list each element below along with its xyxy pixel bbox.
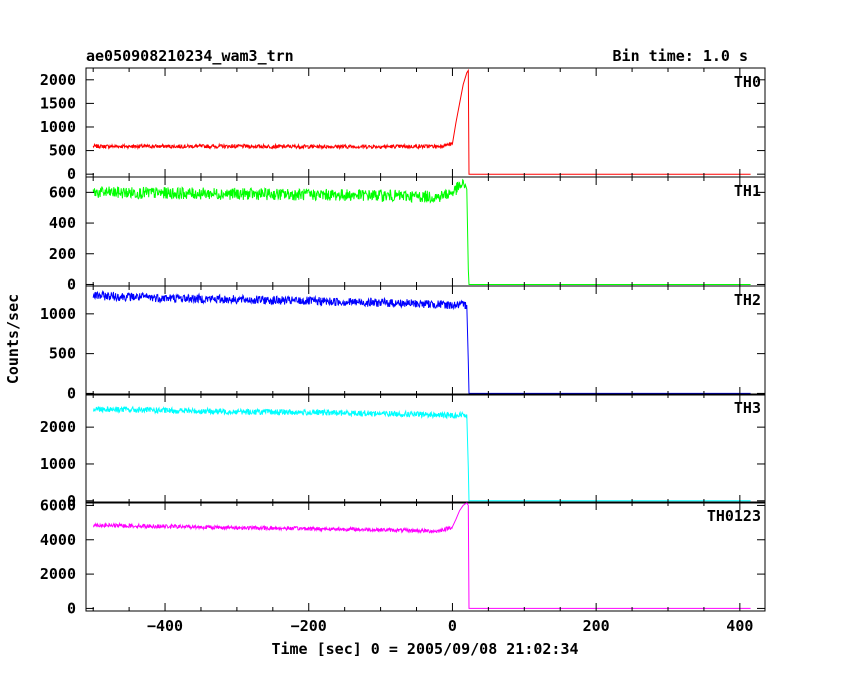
- y-tick-label-th0: 1500: [40, 94, 76, 112]
- y-tick-label-th0123: 0: [67, 599, 76, 617]
- y-tick-label-th2: 1000: [40, 305, 76, 323]
- series-line-th1: [92, 178, 751, 285]
- y-tick-label-th1: 600: [49, 183, 76, 201]
- x-tick-label: 400: [726, 617, 753, 635]
- panel-frame-th0123: [85, 501, 766, 612]
- x-tick-label: 0: [448, 617, 457, 635]
- y-tick-label-th0123: 4000: [40, 531, 76, 549]
- x-tick-label: −200: [291, 617, 327, 635]
- x-axis-label: Time [sec] 0 = 2005/09/08 21:02:34: [271, 640, 578, 658]
- chart-title: ae050908210234_wam3_trn: [86, 47, 294, 65]
- series-line-th3: [93, 405, 751, 502]
- y-tick-label-th2: 0: [67, 384, 76, 402]
- series-line-th0123: [93, 502, 751, 609]
- panel-frame-th0: [85, 67, 766, 178]
- bin-time-label: Bin time: 1.0 s: [613, 47, 748, 65]
- y-tick-label-th3: 1000: [40, 455, 76, 473]
- y-tick-label-th0: 2000: [40, 71, 76, 89]
- panel-label-th1: TH1: [734, 182, 761, 200]
- y-axis-label: Counts/sec: [4, 294, 22, 384]
- y-tick-label-th0: 1000: [40, 118, 76, 136]
- x-tick-label: 200: [583, 617, 610, 635]
- panel-label-th0123: TH0123: [707, 507, 761, 525]
- y-tick-label-th3: 2000: [40, 418, 76, 436]
- panel-label-th3: TH3: [734, 399, 761, 417]
- series-line-th0: [92, 68, 751, 175]
- panel-label-th2: TH2: [734, 291, 761, 309]
- y-tick-label-th2: 500: [49, 345, 76, 363]
- y-tick-label-th0: 500: [49, 142, 76, 160]
- panel-frame-th2: [85, 285, 766, 396]
- y-tick-label-th3: 0: [67, 492, 76, 510]
- y-tick-label-th0123: 6000: [40, 496, 76, 514]
- y-tick-label-th1: 400: [49, 214, 76, 232]
- y-tick-label-th0: 0: [67, 165, 76, 183]
- y-tick-label-th0123: 2000: [40, 565, 76, 583]
- y-tick-label-th1: 0: [67, 275, 76, 293]
- panel-label-th0: TH0: [734, 73, 761, 91]
- x-tick-label: −400: [147, 617, 183, 635]
- series-line-th2: [92, 289, 751, 394]
- y-tick-label-th1: 200: [49, 245, 76, 263]
- panel-frame-th3: [85, 393, 766, 504]
